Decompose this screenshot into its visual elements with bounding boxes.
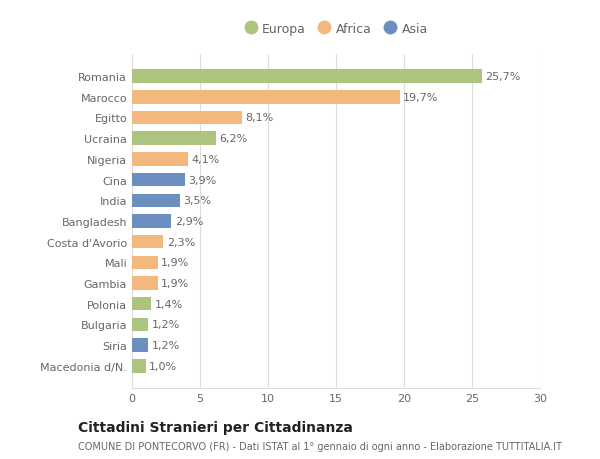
- Bar: [132, 359, 146, 373]
- Text: 1,4%: 1,4%: [154, 299, 182, 309]
- Text: 2,3%: 2,3%: [167, 237, 195, 247]
- Text: 1,2%: 1,2%: [152, 341, 180, 350]
- Text: Cittadini Stranieri per Cittadinanza: Cittadini Stranieri per Cittadinanza: [78, 420, 353, 434]
- Text: 3,9%: 3,9%: [188, 175, 217, 185]
- Text: 6,2%: 6,2%: [220, 134, 248, 144]
- Text: 1,9%: 1,9%: [161, 258, 190, 268]
- Bar: [132, 174, 185, 187]
- Bar: [132, 277, 158, 290]
- Bar: [132, 112, 242, 125]
- Bar: [132, 91, 400, 104]
- Text: 8,1%: 8,1%: [245, 113, 274, 123]
- Bar: [132, 235, 163, 249]
- Bar: [132, 339, 148, 352]
- Text: 25,7%: 25,7%: [485, 72, 520, 82]
- Bar: [132, 318, 148, 331]
- Text: 1,2%: 1,2%: [152, 320, 180, 330]
- Legend: Europa, Africa, Asia: Europa, Africa, Asia: [239, 18, 433, 41]
- Text: 1,9%: 1,9%: [161, 279, 190, 288]
- Bar: [132, 215, 172, 228]
- Bar: [132, 70, 482, 84]
- Bar: [132, 256, 158, 269]
- Text: COMUNE DI PONTECORVO (FR) - Dati ISTAT al 1° gennaio di ogni anno - Elaborazione: COMUNE DI PONTECORVO (FR) - Dati ISTAT a…: [78, 441, 562, 451]
- Text: 19,7%: 19,7%: [403, 93, 439, 102]
- Bar: [132, 194, 179, 207]
- Text: 2,9%: 2,9%: [175, 217, 203, 226]
- Bar: [132, 153, 188, 166]
- Text: 3,5%: 3,5%: [183, 196, 211, 206]
- Text: 4,1%: 4,1%: [191, 155, 220, 164]
- Bar: [132, 132, 217, 146]
- Bar: [132, 297, 151, 311]
- Text: 1,0%: 1,0%: [149, 361, 177, 371]
